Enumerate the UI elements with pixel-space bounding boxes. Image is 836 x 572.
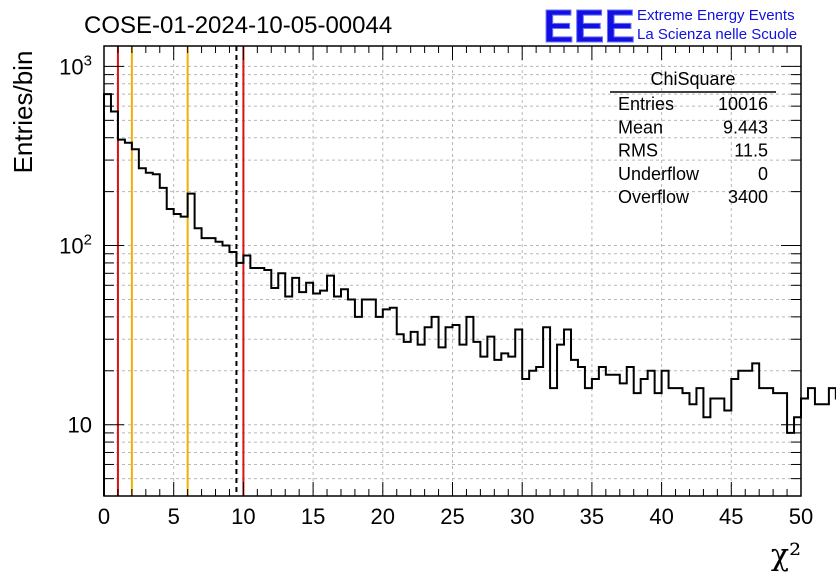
plot-frame [103,45,802,497]
x-tick-label: 25 [440,504,464,529]
x-tick-label: 0 [98,504,110,529]
stats-label: Entries [618,94,674,114]
stats-label: Overflow [618,187,690,207]
histogram-outline [103,93,836,496]
stats-rows: Entries 10016 Mean 9.443 RMS 11.5 Underflow 0 Ov… [618,94,768,207]
x-tick-label: 5 [168,504,180,529]
x-tick-label: 15 [301,504,325,529]
logo-line-2: La Scienza nelle Scuole [637,26,797,43]
stats-box: ChiSquare Entries 10016 Mean 9.443 RMS 11.5 Un… [610,69,776,207]
stats-value: 0 [758,164,768,184]
y-tick-label: 103 [59,52,92,79]
stats-value: 3400 [728,187,768,207]
x-tick-label: 50 [789,504,813,529]
y-tick-label: 102 [59,232,92,259]
stats-title: ChiSquare [650,69,735,89]
y-tick-label: 10 [68,413,92,438]
x-tick-label: 35 [580,504,604,529]
x-tick-label: 40 [649,504,673,529]
stats-label: RMS [618,141,658,161]
stats-value: 11.5 [734,141,768,161]
x-tick-label: 20 [371,504,395,529]
chart-title: COSE-01-2024-10-05-00044 [84,12,392,39]
x-tick-label: 10 [231,504,255,529]
stats-value: 10016 [718,94,768,114]
y-axis-label: Entries/bin [8,51,38,174]
y-tick-labels: 10 102 103 [59,52,92,437]
x-axis-label: χ² [771,538,801,572]
stats-label: Underflow [618,164,700,184]
eee-logo-text: EEE [543,0,635,52]
logo-line-1: Extreme Energy Events [637,7,795,24]
x-tick-label: 45 [719,504,743,529]
x-tick-labels: 0 5 10 15 20 25 30 35 40 45 50 [98,504,813,529]
x-tick-label: 30 [510,504,534,529]
stats-label: Mean [618,117,663,137]
eee-logo: EEE Extreme Energy Events La Scienza nel… [543,0,798,53]
stats-value: 9.443 [723,117,768,137]
